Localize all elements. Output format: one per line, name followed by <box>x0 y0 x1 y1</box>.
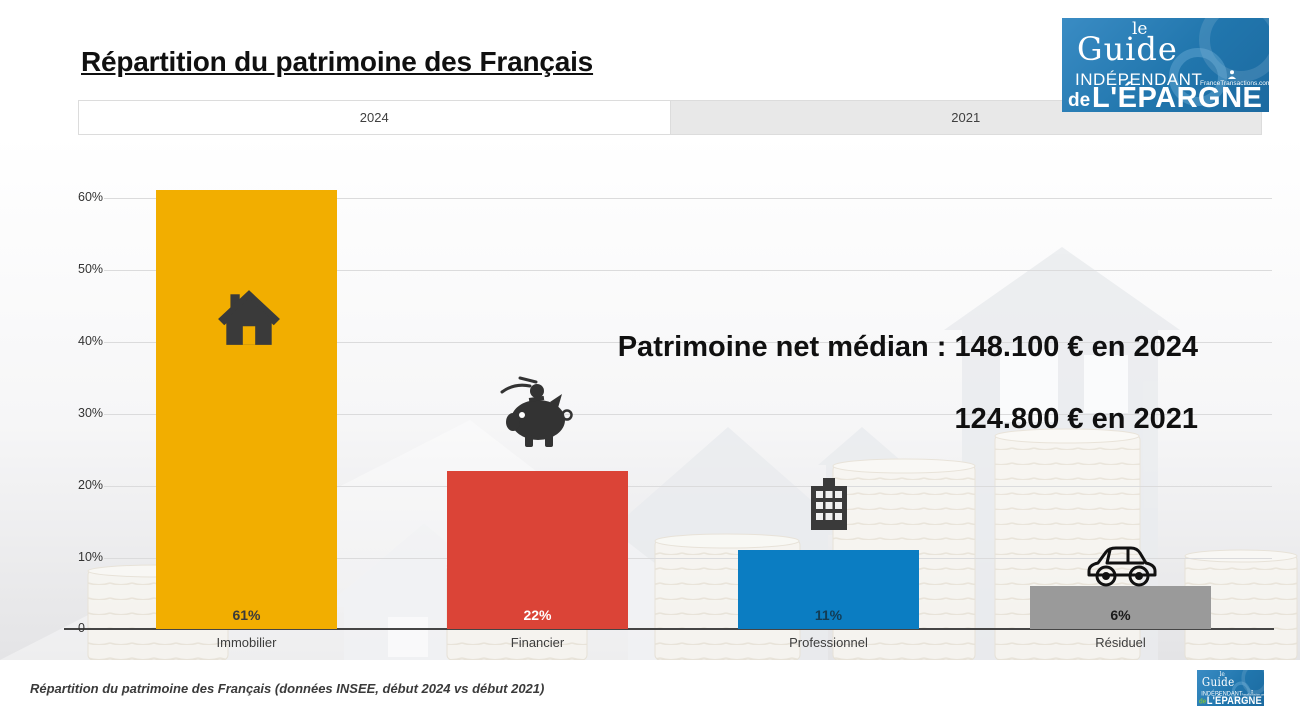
chart-source-caption: Répartition du patrimoine des Français (… <box>30 681 545 696</box>
y-tick: 50% <box>78 262 104 276</box>
building-icon <box>811 478 847 530</box>
bar-professionnel <box>738 549 919 629</box>
logo-circle-decoration <box>1169 48 1227 106</box>
y-tick: 40% <box>78 334 104 348</box>
guide-epargne-logo-small: le Guide INDÉPENDANT FranceTransactions.… <box>1197 670 1264 706</box>
bar-value-label: 11% <box>814 607 843 623</box>
logo-text-francetransactions: FranceTransactions.com <box>1200 70 1269 87</box>
median-2021-text: 124.800 € en 2021 <box>954 403 1198 435</box>
logo-text-epargne: L'ÉPARGNE <box>1206 694 1262 706</box>
logo-text-independant: INDÉPENDANT <box>1201 689 1243 698</box>
y-tick: 0 <box>78 621 85 635</box>
median-wealth-annotation: Patrimoine net médian : 148.100 € en 202… <box>618 331 1198 436</box>
gridline-40 <box>104 342 1272 343</box>
bar-immobilier <box>156 189 337 629</box>
x-axis-line <box>64 628 1274 630</box>
car-icon <box>1087 546 1157 587</box>
y-tick: 30% <box>78 406 104 420</box>
category-label: Professionnel <box>789 635 868 650</box>
chart-area: 60% 50% 40% 30% 20% 10% 0 61% 22% 11% 6%… <box>0 135 1300 660</box>
logo-circle-decoration <box>1231 681 1251 704</box>
bar-value-label: 22% <box>523 607 552 623</box>
logo-text-epargne: L'ÉPARGNE <box>1092 82 1263 112</box>
page-title: Répartition du patrimoine des Français <box>81 46 594 77</box>
y-tick: 60% <box>78 190 104 204</box>
gridline-50 <box>104 270 1272 271</box>
logo-text-le: le <box>1132 19 1148 39</box>
gridline-20 <box>104 486 1272 487</box>
logo-text-guide: Guide <box>1077 30 1178 68</box>
tab-2024[interactable]: 2024 <box>79 101 670 134</box>
gridline-60 <box>104 198 1272 199</box>
logo-text-guide: Guide <box>1201 674 1235 690</box>
category-label: Résiduel <box>1095 635 1146 650</box>
gridline-10 <box>104 558 1272 559</box>
median-2024-text: Patrimoine net médian : 148.100 € en 202… <box>617 331 1198 363</box>
y-tick: 20% <box>78 478 104 492</box>
bar-residuel <box>1030 585 1211 629</box>
logo-text-francetransactions: FranceTransactions.com <box>1242 689 1264 696</box>
bar-financier <box>447 470 628 629</box>
person-icon <box>1228 70 1236 79</box>
y-tick: 10% <box>78 550 104 564</box>
piggy-bank-icon <box>500 376 573 447</box>
bar-value-label: 61% <box>232 607 261 623</box>
logo-text-de: de <box>1198 697 1207 706</box>
person-icon <box>1250 689 1254 694</box>
logo-text-le: le <box>1219 670 1225 679</box>
house-icon <box>218 290 280 345</box>
bar-value-label: 6% <box>1110 607 1131 623</box>
guide-epargne-logo: le Guide INDÉPENDANT FranceTransactions.… <box>1062 18 1269 112</box>
category-label: Financier <box>510 635 565 650</box>
gridline-30 <box>104 414 1272 415</box>
category-label: Immobilier <box>216 635 277 650</box>
logo-text-de: de <box>1068 90 1091 111</box>
logo-text-independant: INDÉPENDANT <box>1075 70 1203 89</box>
